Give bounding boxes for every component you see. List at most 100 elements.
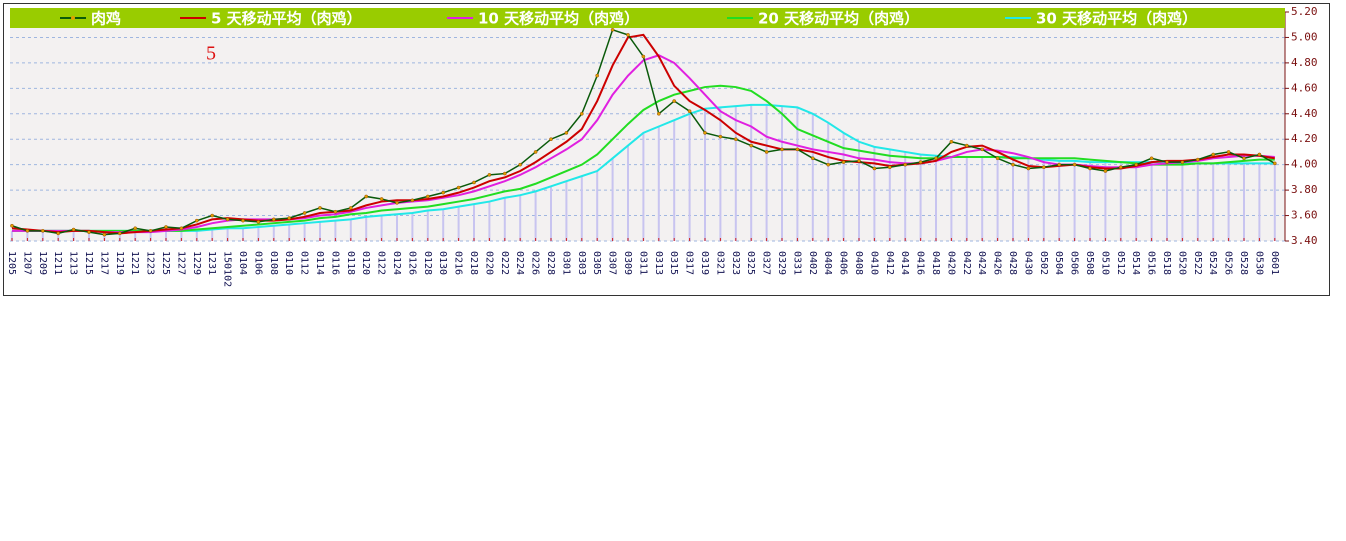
point (1149, 156, 1154, 161)
x-tick-label: 0116 (329, 251, 340, 275)
y-tick-label: 4.40 (1291, 107, 1318, 120)
point (980, 147, 985, 152)
y-tick-label: 3.80 (1291, 183, 1318, 196)
point (41, 229, 45, 233)
x-tick-label: 0516 (1146, 251, 1157, 275)
point (626, 33, 630, 37)
point (302, 211, 307, 215)
point (379, 197, 384, 201)
x-tick-label: 0106 (252, 251, 263, 275)
x-tick-label: 0325 (745, 251, 756, 275)
x-tick-label: 0408 (853, 251, 864, 275)
point (56, 231, 61, 236)
point (395, 201, 399, 205)
point (210, 213, 214, 218)
point (348, 206, 353, 210)
point (1196, 157, 1200, 162)
x-tick-label: 1227 (175, 251, 186, 275)
legend-label: 10 天移动平均（肉鸡） (478, 10, 639, 28)
point (549, 137, 553, 142)
point (703, 131, 707, 135)
x-tick-label: 0321 (714, 251, 725, 275)
point (811, 156, 815, 161)
point (1119, 165, 1123, 170)
point (1057, 162, 1061, 167)
x-tick-label: 1205 (6, 251, 17, 275)
x-tick-label: 0126 (406, 251, 417, 275)
x-tick-label: 0404 (822, 251, 833, 275)
point (102, 232, 107, 237)
legend-label: 肉鸡 (91, 10, 121, 28)
point (10, 223, 14, 228)
x-tick-label: 0510 (1099, 251, 1110, 275)
x-tick-label: 0528 (1238, 251, 1249, 275)
point (1180, 160, 1185, 164)
x-tick-label: 1209 (37, 251, 48, 275)
x-tick-label: 1213 (68, 251, 79, 275)
legend-label: 20 天移动平均（肉鸡） (758, 10, 919, 28)
point (410, 198, 415, 203)
point (364, 194, 369, 199)
point (1088, 166, 1092, 171)
annotation: 5 (206, 43, 216, 65)
x-tick-label: 0319 (699, 251, 710, 275)
point (780, 147, 784, 152)
x-tick-label: 0518 (1161, 251, 1172, 275)
x-tick-label: 0402 (807, 251, 818, 275)
point (1226, 150, 1231, 154)
point (318, 206, 322, 210)
point (487, 173, 492, 177)
x-tick-label: 0130 (437, 251, 448, 275)
x-tick-label: 1211 (52, 251, 63, 275)
x-tick-label: 0303 (576, 251, 587, 275)
point (441, 190, 446, 195)
x-tick-label: 0108 (268, 251, 279, 275)
legend-label: 5 天移动平均（肉鸡） (211, 10, 362, 28)
point (194, 218, 199, 223)
x-tick-label: 0222 (499, 251, 510, 275)
x-tick-label: 0526 (1223, 251, 1234, 275)
x-tick-label: 0422 (961, 251, 972, 275)
x-tick-label: 0329 (776, 251, 787, 275)
x-tick-label: 0112 (299, 251, 310, 275)
point (287, 216, 292, 220)
x-tick-label: 0414 (899, 251, 910, 275)
point (595, 73, 600, 78)
x-tick-label: 0124 (391, 251, 402, 275)
point (533, 150, 538, 154)
x-tick-label: 0327 (761, 251, 772, 275)
plot-area (10, 12, 1285, 241)
x-tick-label: 0128 (422, 251, 433, 275)
x-tick-label: 1215 (83, 251, 94, 275)
point (672, 99, 677, 103)
point (995, 156, 1000, 161)
series-line (12, 103, 1275, 232)
point (610, 28, 615, 32)
x-tick-label: 0522 (1192, 251, 1203, 275)
y-tick-label: 3.40 (1291, 234, 1318, 247)
x-tick-label: 0305 (591, 251, 602, 275)
point (71, 227, 76, 232)
x-tick-label: 0520 (1176, 251, 1187, 275)
x-tick-label: 1223 (145, 251, 156, 275)
x-tick-label: 0512 (1115, 251, 1126, 275)
point (271, 217, 276, 222)
x-tick-label: 1207 (21, 251, 32, 275)
point (718, 134, 723, 139)
point (1257, 152, 1262, 157)
x-tick-label: 0406 (838, 251, 849, 275)
point (795, 147, 800, 152)
x-tick-label: 1217 (98, 251, 109, 275)
point (1211, 152, 1215, 157)
x-tick-label: 0315 (668, 251, 679, 275)
x-tick-label: 0216 (453, 251, 464, 275)
point (1103, 169, 1108, 173)
x-tick-label: 150102 (222, 251, 233, 287)
x-tick-label: 0331 (791, 251, 802, 275)
y-tick-label: 4.00 (1291, 158, 1318, 171)
legend-bar (10, 8, 1285, 28)
point (133, 226, 137, 231)
x-tick-label: 1229 (191, 251, 202, 275)
x-tick-label: 0323 (730, 251, 741, 275)
x-tick-label: 0508 (1084, 251, 1095, 275)
